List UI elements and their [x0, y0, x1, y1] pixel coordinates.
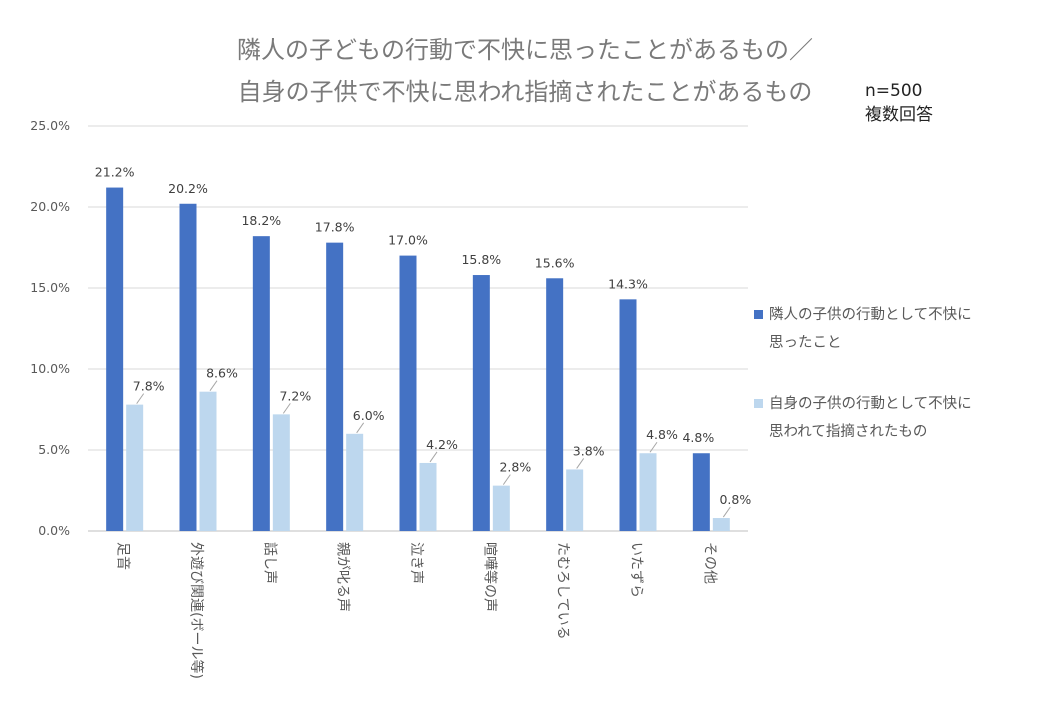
leader-line — [502, 474, 511, 485]
y-tick-label: 10.0% — [30, 361, 70, 376]
bar-series-1 — [472, 275, 490, 531]
leader-line — [576, 458, 585, 469]
data-label-series-1: 17.8% — [315, 220, 355, 235]
category-label: 喧嘩等の声 — [481, 542, 498, 612]
data-label-series-2: 8.6% — [206, 366, 238, 381]
data-label-series-1: 15.6% — [535, 255, 575, 270]
data-label-series-2: 4.8% — [646, 427, 678, 442]
legend-label: 自身の子供の行動として不快に — [769, 395, 972, 412]
bar-series-2 — [566, 469, 584, 531]
category-labels: 足音 外遊び関連(ボール等) 話し声 親が叱る声 泣き声 喧嘩等の声 たむろしている いたずら… — [115, 542, 718, 679]
category-label: 泣き声 — [408, 542, 424, 584]
data-labels: 21.2% 7.8% 20.2% 8.6% 18.2% 7.2% 17.8% 6.0% 17.0… — [95, 165, 751, 518]
multiple-answer-note: 複数回答 — [865, 105, 933, 125]
category-label: その他 — [701, 542, 717, 584]
bar-series-2 — [639, 453, 657, 531]
category-label: 足音 — [115, 542, 132, 570]
legend: 隣人の子供の行動として不快に思ったこと自身の子供の行動として不快に思われて指摘さ… — [754, 306, 972, 440]
data-label-series-1: 18.2% — [241, 213, 281, 228]
y-tick-label: 15.0% — [30, 280, 70, 295]
data-label-series-2: 3.8% — [573, 443, 605, 458]
y-tick-label: 0.0% — [38, 523, 70, 538]
data-label-series-2: 0.8% — [719, 492, 751, 507]
data-label-series-2: 6.0% — [353, 408, 385, 423]
y-tick-label: 25.0% — [30, 118, 70, 133]
data-label-series-1: 4.8% — [682, 430, 714, 445]
y-tick-label: 5.0% — [38, 442, 70, 457]
data-label-series-2: 4.2% — [426, 437, 458, 452]
chart-subtitle: 自身の子供で不快に思われ指摘されたことがあるもの — [238, 78, 813, 106]
category-label: 親が叱る声 — [335, 542, 351, 612]
bar-series-1 — [106, 187, 124, 531]
bar-series-2 — [492, 485, 510, 531]
bar-series-1 — [326, 242, 344, 531]
data-label-series-1: 14.3% — [608, 276, 648, 291]
legend-label: 隣人の子供の行動として不快に — [769, 306, 972, 323]
bar-series-1 — [619, 299, 637, 531]
legend-swatch — [754, 310, 763, 319]
data-label-series-1: 21.2% — [95, 165, 135, 180]
leader-line — [282, 403, 291, 414]
bar-series-1 — [252, 236, 270, 531]
leader-line — [649, 441, 658, 453]
data-label-series-1: 20.2% — [168, 181, 208, 196]
bar-series-1 — [692, 453, 710, 531]
legend-swatch — [754, 399, 763, 408]
leader-line — [209, 380, 218, 391]
bar-series-2 — [126, 404, 144, 531]
leader-line — [429, 451, 438, 463]
data-label-series-1: 15.8% — [461, 252, 501, 267]
bar-series-1 — [399, 255, 417, 531]
data-label-series-2: 7.2% — [279, 388, 311, 403]
category-label: 話し声 — [261, 542, 278, 584]
bar-series-1 — [179, 203, 197, 531]
bar-series-2 — [199, 391, 217, 531]
y-axis: 0.0% 5.0% 10.0% 15.0% 20.0% 25.0% — [30, 118, 70, 538]
chart-title: 隣人の子どもの行動で不快に思ったことがあるもの／ — [237, 36, 813, 64]
bar-series-2 — [419, 462, 437, 531]
category-label: たむろしている — [555, 542, 571, 640]
y-tick-label: 20.0% — [30, 199, 70, 214]
leader-line — [722, 506, 731, 518]
leader-line — [356, 422, 365, 434]
category-label: いたずら — [628, 542, 644, 598]
bar-series-1 — [546, 278, 564, 531]
bar-series-2 — [712, 518, 730, 531]
category-label: 外遊び関連(ボール等) — [188, 542, 205, 679]
data-label-series-2: 2.8% — [499, 460, 531, 475]
gridlines — [88, 125, 748, 532]
legend-label: 思ったこと — [769, 334, 842, 351]
leader-line — [136, 393, 145, 404]
data-label-series-2: 7.8% — [133, 379, 165, 394]
bar-series-2 — [346, 433, 364, 531]
bar-series-2 — [272, 414, 290, 531]
sample-size-note: n=500 — [865, 81, 922, 101]
data-label-series-1: 17.0% — [388, 233, 428, 248]
bars — [106, 187, 730, 531]
legend-label: 思われて指摘されたもの — [769, 422, 927, 440]
